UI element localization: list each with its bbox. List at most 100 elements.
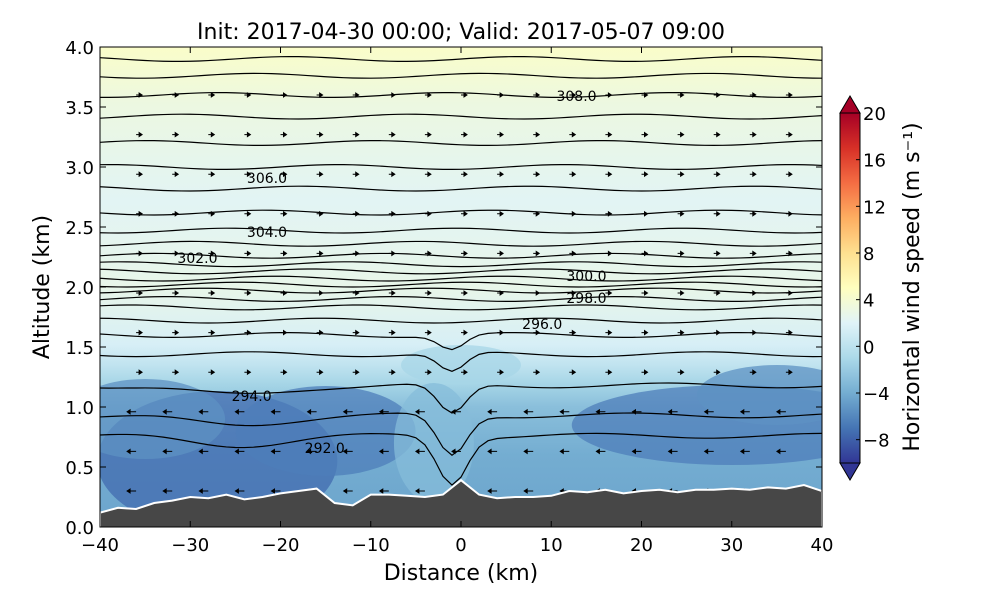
- wind-vector-arrow: [487, 408, 498, 415]
- wind-vector-arrow: [136, 290, 144, 296]
- chart-title: Init: 2017-04-30 00:00; Valid: 2017-05-0…: [197, 20, 725, 45]
- wind-vector-arrow: [605, 210, 613, 217]
- theta-contour-line: [100, 240, 822, 247]
- wind-vector-arrow: [461, 171, 468, 178]
- contour-label: 302.0: [177, 251, 217, 267]
- theta-contour-line: [100, 56, 822, 62]
- contour-label: 304.0: [247, 225, 287, 241]
- colorbar-extend-top: [839, 95, 861, 114]
- wind-vector-arrow: [244, 369, 252, 376]
- wind-vector-arrow: [208, 210, 216, 217]
- colorbar-tick-label: −8: [863, 431, 890, 452]
- colorbar: −8 −4 0 4 8 12 16 20: [839, 95, 890, 481]
- wind-vector-arrow: [270, 408, 281, 415]
- wind-vector-arrow: [306, 408, 317, 415]
- wind-vector-arrow: [775, 448, 786, 455]
- wind-vector-arrow: [559, 448, 570, 455]
- wind-vector-arrow: [569, 131, 577, 138]
- wind-vector-arrow: [605, 131, 613, 138]
- wind-vector-arrow: [244, 210, 252, 217]
- wind-vector-arrow: [136, 369, 144, 376]
- wind-vector-arrow: [605, 290, 613, 296]
- wind-vector-arrow: [414, 448, 425, 455]
- wind-vector-arrow: [424, 290, 432, 296]
- wind-vector-arrow: [533, 250, 541, 257]
- theta-contour-line: [100, 317, 822, 324]
- wind-vector-arrow: [497, 290, 505, 296]
- wind-vector-arrow: [342, 408, 353, 415]
- wind-vector-arrow: [208, 290, 216, 296]
- wind-vector-arrow: [126, 408, 137, 415]
- wind-vector-arrow: [414, 408, 425, 415]
- x-tick-label: −10: [352, 535, 390, 556]
- wind-vector-arrow: [785, 290, 793, 296]
- wind-vector-arrow: [677, 290, 685, 296]
- wind-vector-arrow: [533, 210, 541, 217]
- wind-vector-arrow: [487, 488, 498, 494]
- wind-vector-arrow: [208, 329, 216, 336]
- wind-vector-arrow: [497, 369, 505, 376]
- wind-vector-arrow: [667, 408, 678, 415]
- colorbar-extend-bottom: [839, 462, 861, 481]
- wind-vector-arrow: [533, 92, 541, 98]
- wind-vector-arrow: [569, 92, 577, 98]
- wind-vector-arrow: [713, 329, 721, 336]
- wind-vector-arrow: [497, 92, 505, 98]
- wind-vector-arrow: [461, 131, 468, 138]
- wind-vector-arrow: [641, 92, 649, 98]
- wind-vector-arrow: [388, 369, 396, 376]
- wind-vector-arrow: [352, 171, 360, 178]
- wind-vector-arrow: [136, 171, 144, 178]
- wind-vector-arrow: [126, 488, 137, 494]
- colorbar-tick-label: 20: [863, 104, 886, 125]
- wind-vector-arrow: [739, 408, 750, 415]
- wind-vector-arrow: [424, 131, 432, 138]
- wind-vector-arrow: [497, 131, 505, 138]
- wind-vector-arrow: [451, 448, 461, 455]
- wind-vector-arrow: [785, 131, 793, 138]
- wind-vector-arrow: [533, 171, 541, 178]
- wind-vector-arrow: [785, 210, 793, 217]
- wind-vector-arrow: [713, 290, 721, 296]
- wind-vector-arrow: [569, 250, 577, 257]
- wind-vector-arrow: [605, 329, 613, 336]
- y-tick-label: 1.0: [65, 398, 94, 419]
- wind-vector-arrow: [641, 250, 649, 257]
- colorbar-tick-label: 16: [863, 151, 886, 172]
- wind-vector-arrow: [136, 92, 144, 98]
- wind-vector-arrow: [497, 250, 505, 257]
- wind-vector-arrow: [342, 488, 353, 494]
- wind-vector-arrow: [388, 210, 396, 217]
- wind-vector-arrow: [270, 488, 281, 494]
- wind-vector-arrow: [497, 171, 505, 178]
- wind-vector-arrow: [424, 329, 432, 336]
- wind-vector-arrow: [523, 408, 534, 415]
- wind-vector-arrow: [497, 210, 505, 217]
- colorbar-tick-label: 0: [863, 337, 874, 358]
- colorbar-body: [839, 112, 861, 464]
- wind-vector-arrow: [172, 329, 180, 336]
- wind-vector-arrow: [461, 92, 468, 98]
- colorbar-tick-label: 8: [863, 244, 874, 265]
- wind-vector-arrow: [280, 250, 288, 257]
- wind-vector-arrow: [641, 369, 649, 376]
- wind-vector-arrow: [424, 92, 432, 98]
- wind-vector-arrow: [352, 92, 360, 98]
- wind-vector-arrow: [172, 171, 180, 178]
- wind-vector-arrow: [198, 448, 209, 455]
- theta-contour-line: [100, 227, 822, 234]
- wind-vector-arrow: [352, 329, 360, 336]
- wind-vector-arrow: [749, 290, 757, 296]
- x-axis: −40 −30 −20 −10 0 10 20 30 40: [81, 47, 833, 556]
- wind-vector-arrow: [497, 329, 505, 336]
- wind-vector-arrow: [631, 448, 642, 455]
- theta-contour-line: [100, 287, 822, 294]
- theta-contour-line: [100, 432, 822, 486]
- wind-vector-arrow: [208, 171, 216, 178]
- wind-vector-arrow: [713, 171, 721, 178]
- wind-vector-arrow: [352, 369, 360, 376]
- wind-vector-arrow: [461, 210, 468, 217]
- wind-vector-arrow: [352, 131, 360, 138]
- wind-vector-arrow: [280, 210, 288, 217]
